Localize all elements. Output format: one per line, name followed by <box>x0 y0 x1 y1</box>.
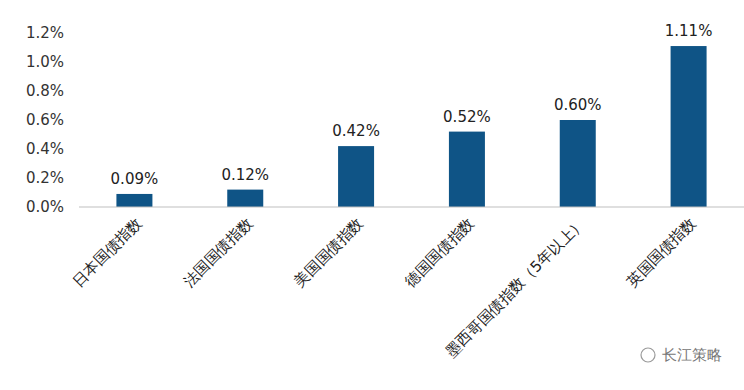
y-tick-label: 1.0% <box>26 53 64 71</box>
y-tick <box>70 207 74 208</box>
y-tick <box>70 178 74 179</box>
y-tick-label: 0.8% <box>26 82 64 100</box>
data-label: 0.52% <box>443 108 491 126</box>
data-label: 0.42% <box>332 122 380 140</box>
y-tick-label: 0.6% <box>26 111 64 129</box>
bar <box>338 146 374 207</box>
x-tick-label: 英国国债指数 <box>623 214 699 290</box>
y-tick-label: 0.0% <box>26 198 64 216</box>
bar <box>227 190 263 207</box>
bar <box>560 120 596 207</box>
y-tick <box>70 33 74 34</box>
data-label: 0.12% <box>221 166 269 184</box>
data-label: 0.09% <box>111 170 159 188</box>
y-tick <box>70 91 74 92</box>
bars <box>116 46 706 207</box>
y-tick <box>70 120 74 121</box>
chart-container: 0.0% 0.2% 0.4% 0.6% 0.8% 1.0% 1.2% 0.09% 0.12% 0.… <box>0 0 744 390</box>
bar <box>116 194 152 207</box>
y-tick-label: 0.2% <box>26 169 64 187</box>
watermark-icon <box>641 348 655 362</box>
data-label: 0.60% <box>554 96 602 114</box>
y-tick <box>70 149 74 150</box>
x-tick-label: 日本国债指数 <box>69 214 145 290</box>
chart-svg: 0.0% 0.2% 0.4% 0.6% 0.8% 1.0% 1.2% 0.09% 0.12% 0.… <box>0 0 744 390</box>
x-tick-label: 法国国债指数 <box>180 214 256 290</box>
x-tick-label: 美国国债指数 <box>291 214 367 290</box>
y-tick-label: 1.2% <box>26 24 64 42</box>
bar <box>449 132 485 207</box>
bar <box>671 46 707 207</box>
y-tick <box>70 62 74 63</box>
y-tick-label: 0.4% <box>26 140 64 158</box>
x-tick-label: 墨西哥国债指数（5年以上） <box>442 214 589 361</box>
annotation: 长江策略 <box>662 346 722 364</box>
data-label: 1.11% <box>665 22 713 40</box>
x-axis-line <box>79 207 744 208</box>
x-tick-label: 德国国债指数 <box>401 214 477 290</box>
